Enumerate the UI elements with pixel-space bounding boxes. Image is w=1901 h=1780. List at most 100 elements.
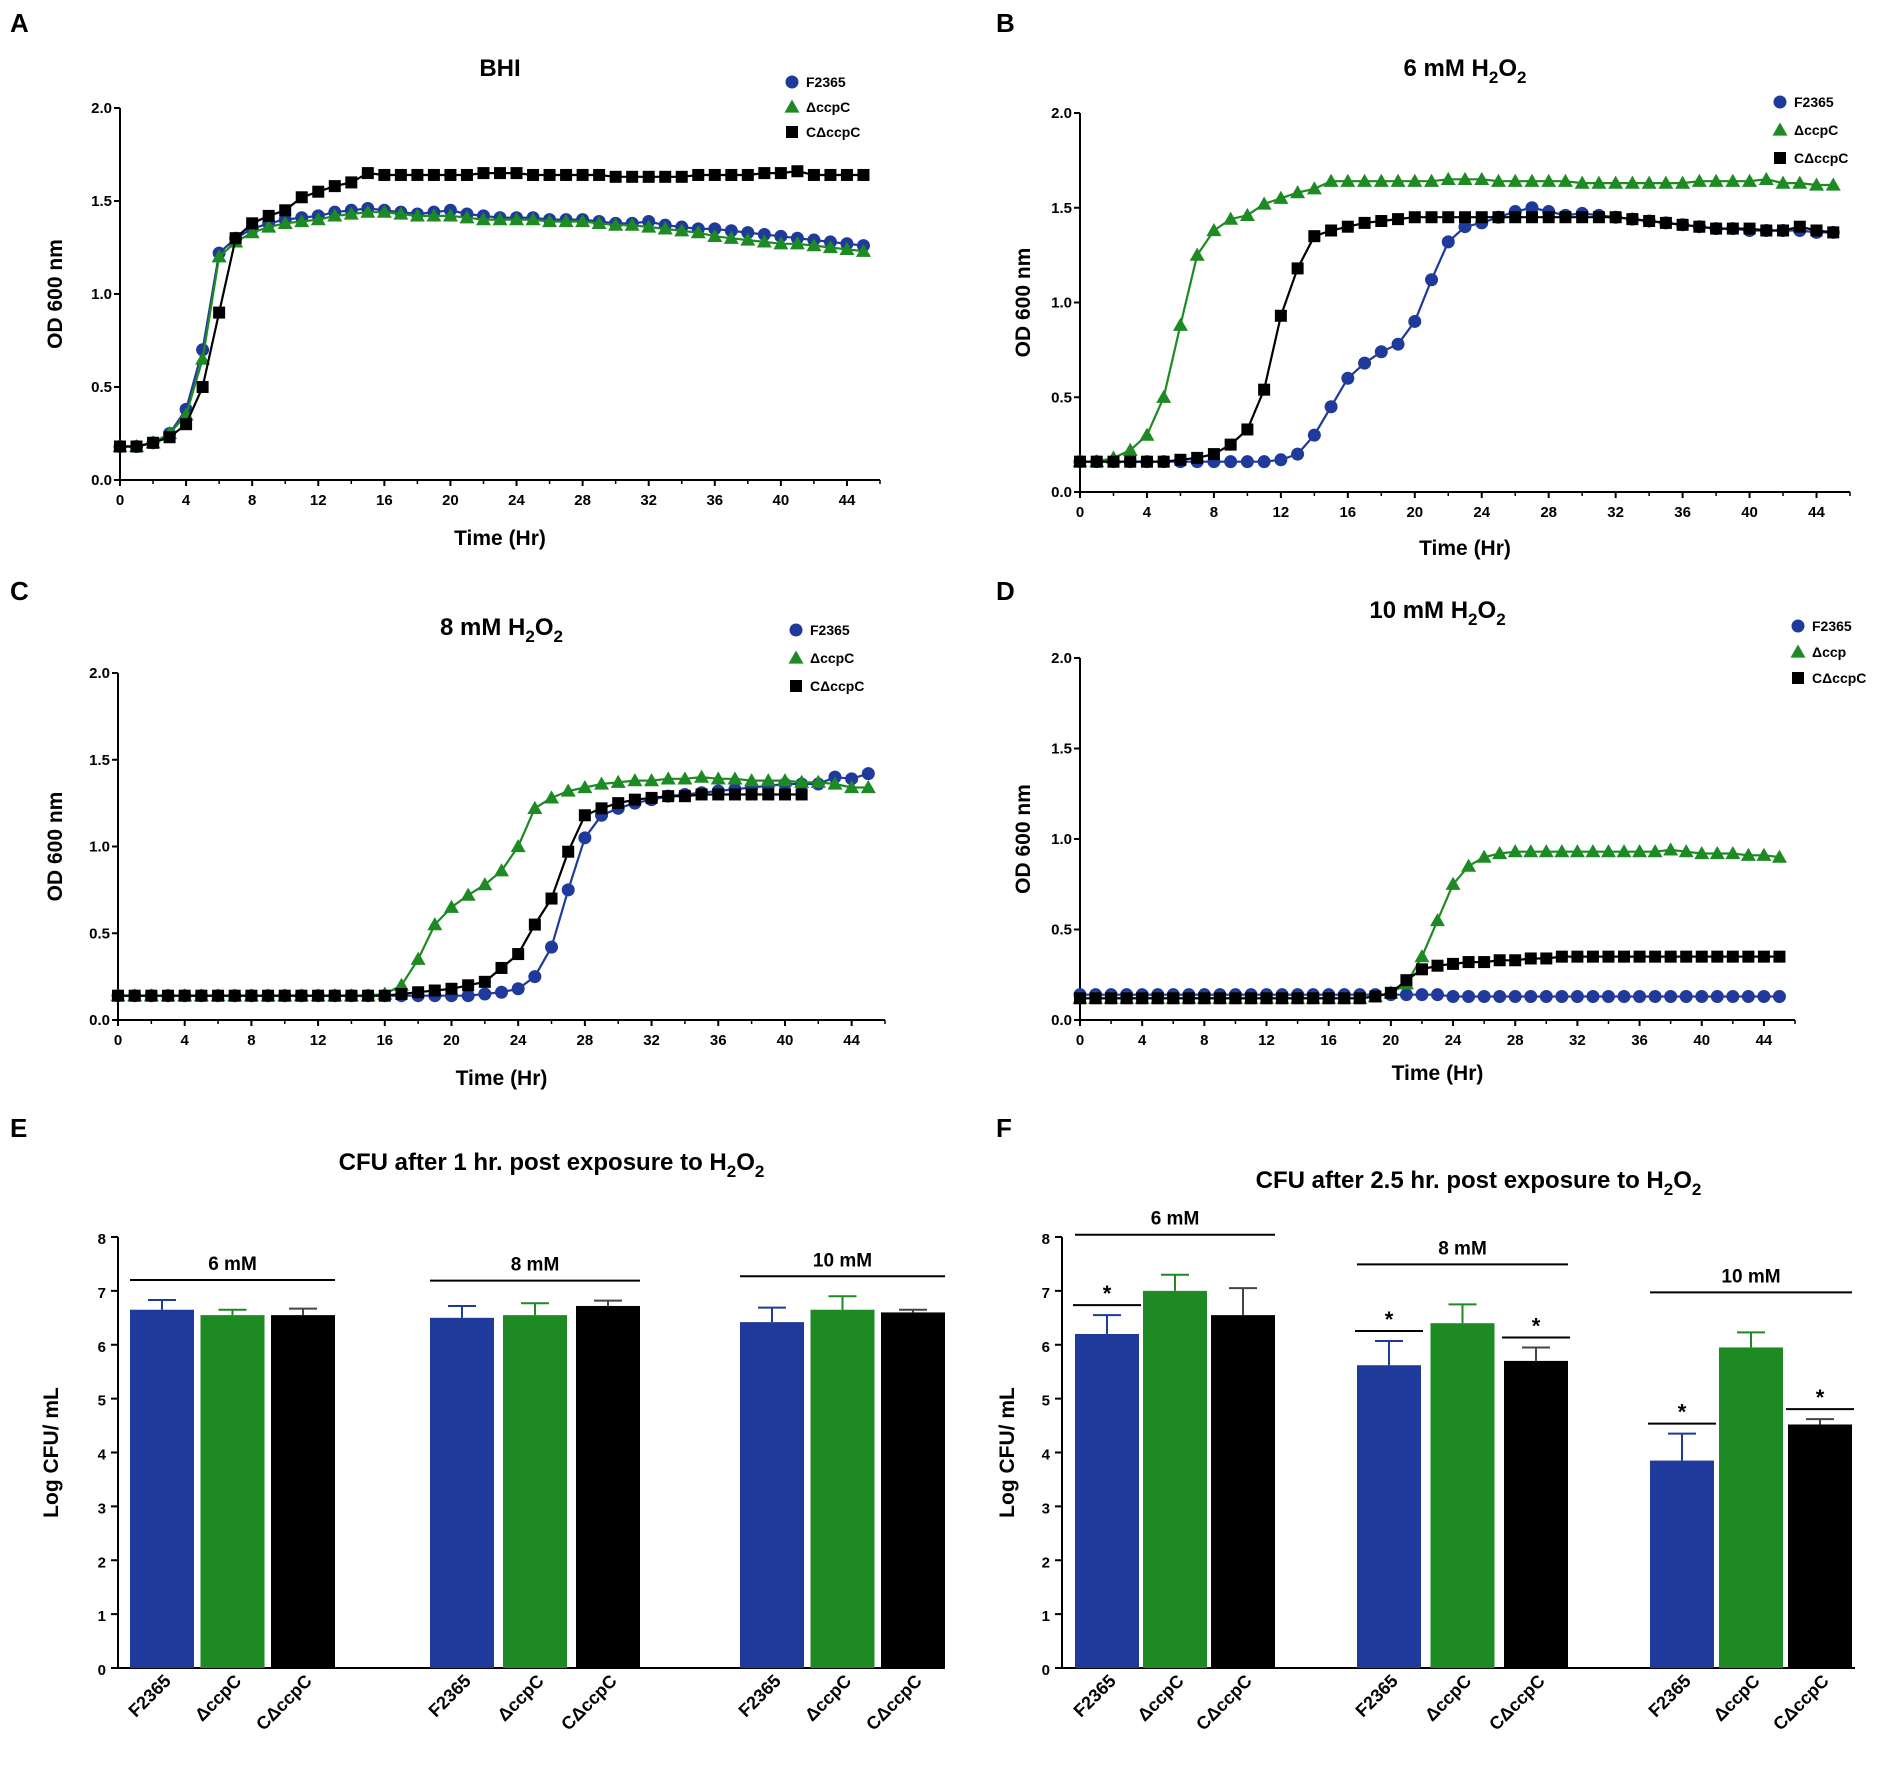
data-point	[244, 225, 260, 239]
x-tick-label: 20	[442, 492, 459, 509]
data-point	[1675, 175, 1691, 189]
data-point	[1291, 262, 1304, 275]
series-circle	[111, 767, 875, 1003]
y-tick-label: 1	[98, 1608, 106, 1625]
data-point	[1074, 455, 1086, 468]
data-point	[295, 191, 308, 204]
data-point	[1476, 849, 1492, 863]
category-label: ΔccpC	[801, 1671, 855, 1725]
data-point	[1124, 455, 1137, 468]
data-point	[1586, 950, 1599, 963]
data-point	[1414, 949, 1430, 963]
x-tick-label: 8	[1210, 504, 1218, 521]
data-point	[591, 215, 607, 229]
data-point	[810, 774, 826, 788]
x-tick-label: 24	[508, 492, 525, 509]
bar	[810, 1309, 875, 1668]
data-point	[727, 771, 743, 785]
x-tick-label: 16	[376, 492, 393, 509]
x-tick-label: 36	[710, 1032, 727, 1049]
data-point	[1664, 989, 1678, 1003]
data-point	[659, 170, 672, 183]
data-point	[1392, 213, 1405, 226]
data-point	[1260, 992, 1273, 1005]
data-point	[1757, 950, 1770, 963]
data-point	[1571, 950, 1584, 963]
data-point	[163, 431, 176, 444]
data-point	[1206, 222, 1222, 237]
data-point	[1507, 173, 1523, 187]
legend-label: CΔccpC	[806, 124, 860, 140]
category-label: CΔccpC	[1485, 1671, 1549, 1735]
data-point	[1600, 844, 1616, 858]
x-tick-label: 28	[1540, 504, 1557, 521]
legend-marker	[786, 126, 798, 138]
panel-letter: C	[10, 576, 29, 606]
data-point	[845, 772, 859, 786]
data-point	[361, 167, 374, 180]
data-point	[1425, 211, 1438, 224]
data-point	[478, 987, 492, 1001]
data-point	[442, 208, 458, 222]
y-tick-label: 0.5	[89, 925, 110, 942]
bar	[1211, 1315, 1275, 1668]
data-point	[609, 170, 622, 183]
data-point	[795, 788, 808, 801]
data-point	[1276, 992, 1289, 1005]
data-point	[677, 771, 693, 785]
data-point	[378, 168, 391, 181]
data-point	[662, 790, 675, 803]
y-axis-label: OD 600 nm	[1012, 784, 1035, 894]
data-point	[1709, 845, 1725, 860]
data-point	[1090, 455, 1103, 468]
data-point	[794, 774, 810, 788]
data-point	[1726, 222, 1739, 235]
data-point	[295, 989, 308, 1002]
legend-label: ΔccpC	[1794, 122, 1838, 138]
data-point	[1224, 438, 1237, 451]
series-circle	[1073, 201, 1840, 469]
x-axis-label: Time (Hr)	[456, 1067, 548, 1090]
data-point	[1390, 173, 1406, 187]
x-tick-label: 36	[1674, 504, 1691, 521]
y-tick-label: 0.0	[1051, 1012, 1072, 1029]
data-point	[1325, 224, 1338, 237]
data-point	[1524, 989, 1538, 1003]
data-point	[1601, 989, 1615, 1003]
bar	[503, 1315, 567, 1668]
data-point	[1139, 427, 1155, 441]
data-point	[807, 168, 820, 181]
x-tick-label: 40	[1693, 1032, 1710, 1049]
group-label: 6 mM	[1151, 1209, 1200, 1230]
x-tick-label: 4	[182, 492, 191, 509]
series-line	[1080, 993, 1780, 998]
data-point	[1478, 956, 1491, 969]
x-tick-label: 12	[1273, 504, 1290, 521]
data-point	[1415, 963, 1428, 976]
bar	[740, 1322, 804, 1668]
data-point	[229, 232, 242, 245]
data-point	[695, 788, 708, 801]
data-point	[760, 773, 776, 787]
data-point	[492, 212, 508, 226]
data-point	[1609, 211, 1622, 224]
data-point	[1430, 912, 1445, 927]
data-point	[494, 167, 506, 180]
series-square	[1074, 950, 1786, 1005]
data-point	[1338, 992, 1351, 1005]
data-point	[261, 219, 277, 233]
data-point	[1322, 992, 1335, 1005]
data-point	[460, 168, 473, 181]
legend-marker	[1792, 672, 1804, 684]
data-point	[460, 887, 476, 901]
y-tick-label: 0.5	[1051, 922, 1072, 939]
data-point	[1224, 455, 1238, 469]
category-label: CΔccpC	[862, 1671, 926, 1735]
data-point	[1643, 215, 1656, 228]
series-line	[120, 211, 864, 448]
series-line	[120, 170, 864, 448]
title-text: O	[736, 1149, 755, 1176]
group-label: 8 mM	[1438, 1238, 1487, 1259]
data-point	[1475, 211, 1488, 224]
y-tick-label: 1.0	[91, 286, 112, 303]
